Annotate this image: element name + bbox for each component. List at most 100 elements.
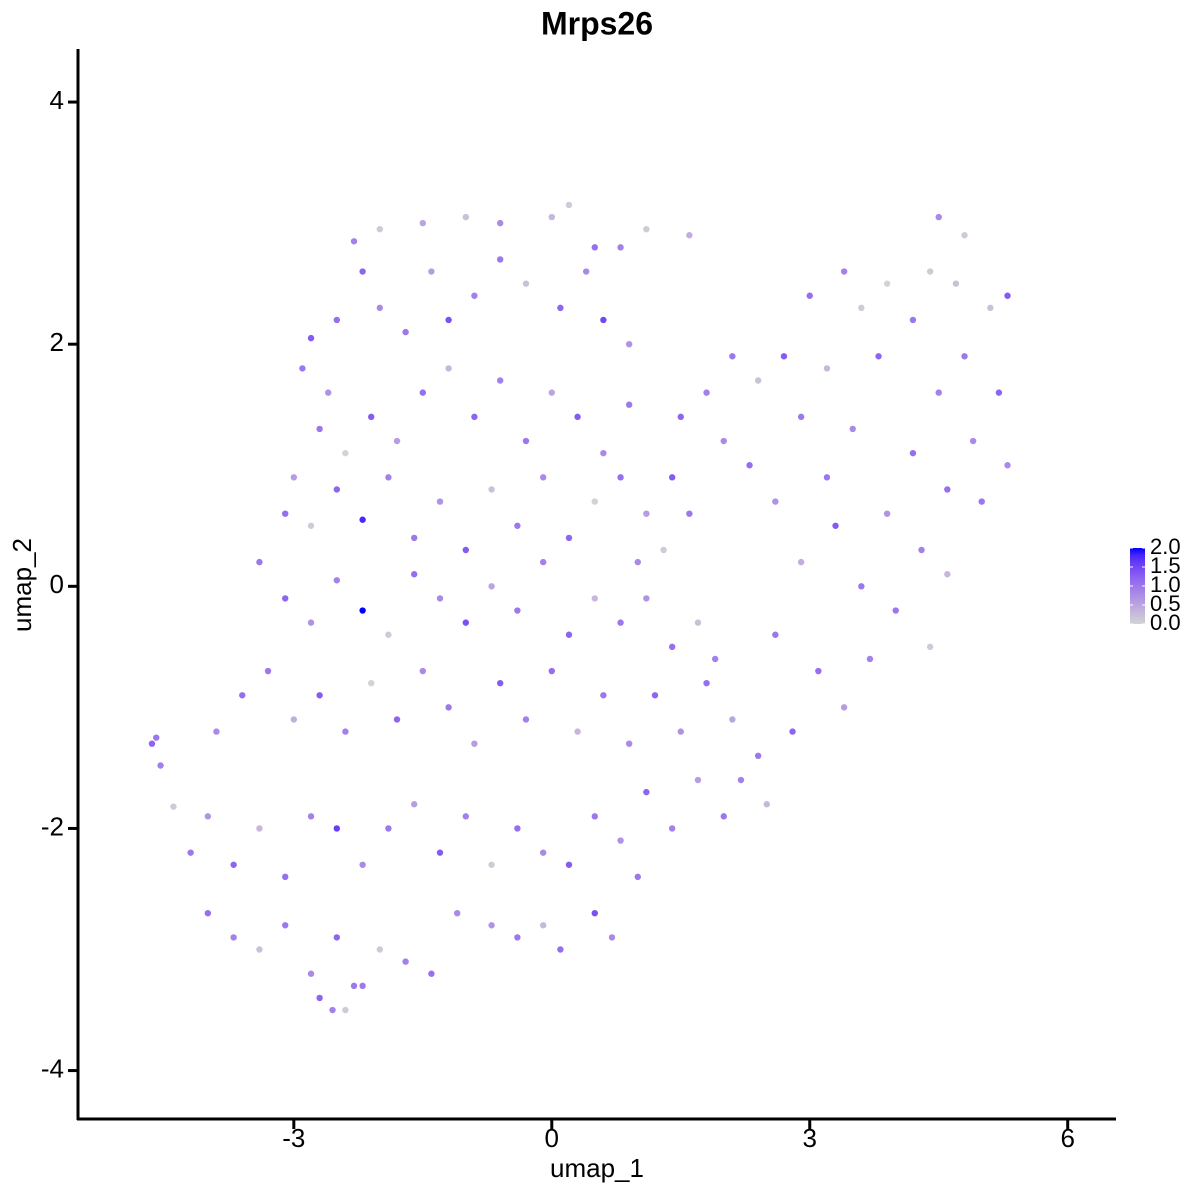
point bbox=[591, 244, 598, 251]
point bbox=[539, 558, 547, 566]
point bbox=[677, 728, 684, 735]
point bbox=[617, 619, 624, 626]
point bbox=[574, 413, 581, 421]
point bbox=[522, 437, 530, 445]
point bbox=[737, 776, 745, 784]
point bbox=[436, 498, 444, 505]
point bbox=[720, 813, 727, 820]
point bbox=[539, 474, 547, 481]
point bbox=[978, 498, 985, 505]
colorbar-label: 0.5 bbox=[1150, 591, 1181, 616]
point bbox=[1004, 462, 1011, 469]
point bbox=[643, 225, 650, 233]
point bbox=[359, 268, 366, 275]
point bbox=[548, 667, 555, 675]
point bbox=[926, 268, 934, 275]
point bbox=[204, 909, 212, 917]
point bbox=[823, 365, 831, 372]
point bbox=[471, 292, 478, 299]
point bbox=[643, 510, 650, 517]
point bbox=[617, 837, 624, 844]
point bbox=[462, 619, 470, 626]
point bbox=[849, 425, 856, 433]
colorbar-label: 2.0 bbox=[1150, 534, 1181, 559]
point bbox=[995, 389, 1003, 396]
point bbox=[393, 716, 401, 723]
x-tick-label: 3 bbox=[803, 1123, 817, 1153]
point bbox=[711, 655, 719, 663]
point bbox=[307, 522, 315, 529]
point bbox=[316, 425, 323, 433]
point bbox=[514, 825, 521, 832]
point bbox=[548, 213, 555, 221]
y-tick-label: -4 bbox=[41, 1053, 64, 1083]
point bbox=[772, 498, 779, 505]
point bbox=[148, 740, 156, 747]
point bbox=[264, 667, 272, 675]
point bbox=[591, 813, 598, 820]
point bbox=[282, 510, 289, 517]
point bbox=[754, 377, 762, 384]
point bbox=[625, 740, 633, 747]
point bbox=[574, 728, 581, 735]
point bbox=[488, 583, 495, 590]
point bbox=[668, 825, 676, 832]
point bbox=[385, 825, 392, 832]
point bbox=[557, 304, 564, 312]
point bbox=[333, 934, 341, 941]
point bbox=[359, 982, 366, 990]
point bbox=[969, 437, 977, 445]
point bbox=[944, 571, 951, 578]
point bbox=[858, 583, 865, 590]
colorbar-label: 1.0 bbox=[1150, 572, 1181, 597]
point bbox=[445, 365, 452, 372]
point bbox=[703, 389, 710, 396]
point bbox=[428, 970, 435, 977]
point bbox=[419, 667, 427, 675]
point bbox=[316, 692, 323, 699]
point bbox=[840, 268, 848, 275]
point bbox=[316, 994, 323, 1002]
point bbox=[350, 238, 358, 245]
point bbox=[660, 546, 667, 554]
point bbox=[909, 316, 917, 324]
point bbox=[944, 486, 951, 493]
point bbox=[514, 934, 521, 941]
point bbox=[230, 934, 237, 941]
point bbox=[342, 728, 349, 735]
point bbox=[935, 389, 942, 396]
point bbox=[496, 219, 504, 227]
point bbox=[926, 643, 934, 651]
point bbox=[892, 607, 899, 614]
point bbox=[445, 316, 452, 324]
point bbox=[883, 280, 891, 287]
point bbox=[471, 740, 478, 747]
point bbox=[514, 522, 521, 529]
point bbox=[307, 970, 315, 977]
point bbox=[694, 619, 702, 626]
point bbox=[686, 232, 693, 239]
y-tick-label: 0 bbox=[50, 569, 64, 599]
point bbox=[557, 946, 564, 953]
point bbox=[290, 474, 298, 481]
point bbox=[651, 692, 659, 699]
y-axis-label: umap_2 bbox=[7, 538, 37, 632]
point bbox=[170, 803, 177, 810]
point bbox=[763, 801, 770, 808]
x-axis-label: umap_1 bbox=[550, 1153, 644, 1183]
point bbox=[591, 909, 598, 917]
point bbox=[307, 813, 315, 820]
x-tick-label: -3 bbox=[282, 1123, 305, 1153]
point bbox=[746, 462, 753, 469]
point bbox=[754, 752, 762, 760]
point bbox=[187, 849, 194, 856]
point bbox=[909, 449, 917, 457]
point bbox=[883, 510, 891, 517]
point bbox=[608, 934, 616, 941]
point bbox=[256, 558, 263, 566]
point bbox=[385, 631, 392, 638]
point bbox=[359, 607, 366, 614]
point bbox=[514, 607, 521, 614]
point bbox=[643, 788, 650, 796]
